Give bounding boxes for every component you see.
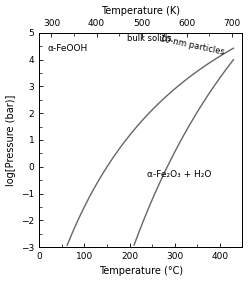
Text: bulk solids: bulk solids — [127, 34, 172, 43]
X-axis label: Temperature (K): Temperature (K) — [101, 6, 180, 16]
Text: α-Fe₂O₃ + H₂O: α-Fe₂O₃ + H₂O — [147, 170, 211, 179]
X-axis label: Temperature (°C): Temperature (°C) — [99, 266, 183, 276]
Y-axis label: log[Pressure (bar)]: log[Pressure (bar)] — [5, 94, 16, 186]
Text: α-FeOOH: α-FeOOH — [47, 44, 88, 53]
Text: 10-nm particles: 10-nm particles — [159, 35, 225, 57]
